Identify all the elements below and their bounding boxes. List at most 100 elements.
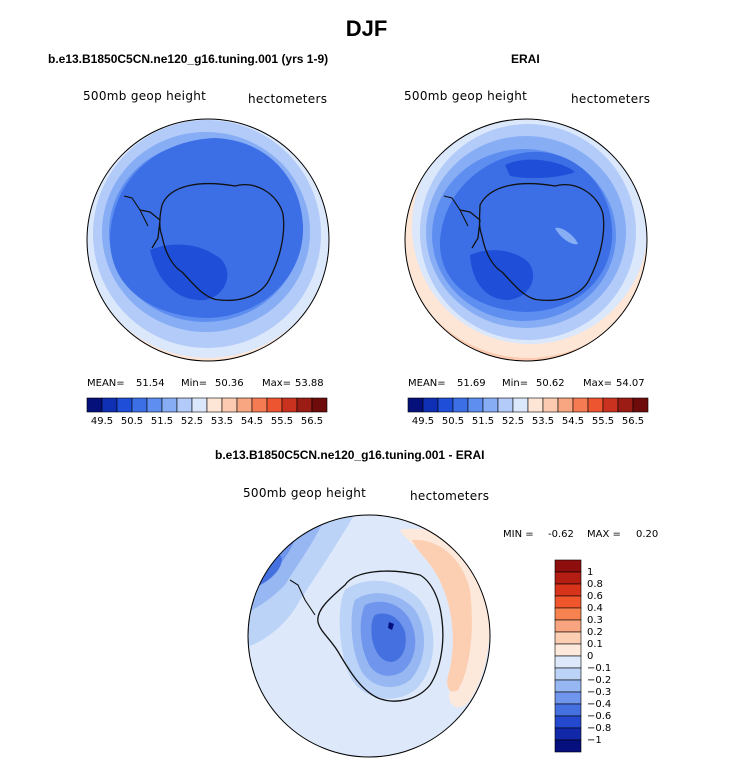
- model-max-label: Max=: [262, 378, 292, 389]
- obs-colorbar-swatch: [422, 397, 439, 413]
- obs-colorbar-swatch: [632, 397, 649, 413]
- diff-min-value: -0.62: [548, 529, 574, 540]
- model-colorbar-tick-label: 49.5: [91, 416, 113, 427]
- obs-min-value: 50.62: [536, 378, 565, 389]
- diff-band-min: [388, 622, 394, 630]
- diff-band-neg-03b: [351, 593, 425, 687]
- obs-colorbar: 49.5 50.5 51.5 52.5 53.5 54.5 55.5 56.5: [407, 397, 649, 427]
- diff-colorbar-tick-label: 1: [587, 567, 593, 578]
- diff-colorbar-swatch: [554, 679, 582, 693]
- diff-colorbar-tick-label: −0.4: [587, 699, 611, 710]
- model-colorbar-tick-label: 52.5: [181, 416, 203, 427]
- diff-colorbar-swatch: [554, 739, 582, 753]
- diff-band-neg-03: [248, 515, 330, 615]
- diff-colorbar-tick-label: −1: [587, 735, 602, 746]
- diff-colorbar-swatch: [554, 571, 582, 585]
- obs-mean-label: MEAN=: [408, 378, 446, 389]
- diff-band-neg-04b: [360, 601, 416, 676]
- diff-colorbar-tick-label: −0.1: [587, 663, 611, 674]
- diff-panel-title: b.e13.B1850C5CN.ne120_g16.tuning.001 - E…: [215, 448, 485, 462]
- model-colorbar-tick-label: 51.5: [151, 416, 173, 427]
- diff-band-neg-02b: [339, 580, 434, 699]
- model-map-border: [86, 118, 330, 362]
- diff-colorbar-swatch: [554, 727, 582, 741]
- diff-band-neg-06: [250, 547, 282, 590]
- obs-mean-value: 51.69: [457, 378, 486, 389]
- obs-max-label: Max=: [583, 378, 613, 389]
- obs-colorbar-swatch: [602, 397, 619, 413]
- obs-band-6: [470, 250, 534, 300]
- model-band-2: [93, 120, 321, 348]
- model-colorbar-swatch: [101, 397, 118, 413]
- obs-colorbar-swatch: [572, 397, 589, 413]
- diff-colorbar-tick-label: −0.3: [587, 687, 611, 698]
- model-colorbar: 49.5 50.5 51.5 52.5 53.5 54.5 55.5 56.5: [86, 397, 328, 427]
- model-band-outer: [87, 119, 329, 361]
- obs-panel-title: ERAI: [511, 52, 540, 66]
- diff-colorbar-swatch: [554, 583, 582, 597]
- obs-colorbar-tick-label: 54.5: [562, 416, 584, 427]
- diff-continent: [317, 570, 444, 702]
- diff-colorbar-swatch: [554, 619, 582, 633]
- obs-colorbar-swatch: [527, 397, 544, 413]
- diff-background: [248, 515, 490, 757]
- obs-colorbar-swatch: [542, 397, 559, 413]
- diff-colorbar-swatch: [554, 643, 582, 657]
- model-min-label: Min=: [181, 378, 208, 389]
- diff-colorbar-tick-label: 0.3: [587, 615, 603, 626]
- obs-colorbar-swatch: [482, 397, 499, 413]
- obs-band-7: [505, 159, 575, 179]
- obs-colorbar-tick-label: 52.5: [502, 416, 524, 427]
- obs-peninsula: [443, 195, 469, 227]
- diff-colorbar-tick-label: 0.4: [587, 603, 603, 614]
- diff-colorbar-tick-label: 0.1: [587, 639, 603, 650]
- obs-colorbar-swatch: [437, 397, 454, 413]
- model-colorbar-tick-label: 50.5: [121, 416, 143, 427]
- obs-band-4: [432, 149, 616, 321]
- obs-colorbar-swatch: [617, 397, 634, 413]
- diff-max-value: 0.20: [636, 529, 659, 540]
- obs-colorbar-tick-label: 50.5: [442, 416, 464, 427]
- diff-band-neg-06b: [371, 613, 406, 662]
- model-peninsula: [123, 195, 149, 227]
- model-colorbar-swatch: [266, 397, 283, 413]
- diff-colorbar-tick-label: −0.6: [587, 711, 611, 722]
- diff-colorbar-swatch: [554, 631, 582, 645]
- model-colorbar-tick-label: 53.5: [211, 416, 233, 427]
- obs-band-5: [439, 151, 613, 312]
- model-mean-value: 51.54: [136, 378, 165, 389]
- obs-max-value: 54.07: [616, 378, 645, 389]
- model-continent: [139, 183, 285, 302]
- model-colorbar-swatch: [161, 397, 178, 413]
- model-colorbar-swatch: [311, 397, 328, 413]
- model-band-4: [109, 142, 301, 322]
- model-band-6: [150, 244, 228, 301]
- obs-colorbar-swatch: [452, 397, 469, 413]
- obs-colorbar-swatch: [512, 397, 529, 413]
- diff-colorbar-swatch: [554, 691, 582, 705]
- model-colorbar-swatch: [296, 397, 313, 413]
- model-mean-label: MEAN=: [87, 378, 125, 389]
- diff-colorbar-tick-label: −0.2: [587, 675, 611, 686]
- obs-colorbar-swatch: [557, 397, 574, 413]
- obs-band-outer: [405, 119, 647, 361]
- diff-variable-label: 500mb geop height: [243, 486, 367, 500]
- obs-band-0: [405, 119, 647, 358]
- obs-band-2: [420, 124, 636, 340]
- model-band-3: [102, 132, 310, 332]
- model-colorbar-swatch: [176, 397, 193, 413]
- diff-colorbar-tick-label: 0.2: [587, 627, 603, 638]
- model-colorbar-tick-label: 55.5: [271, 416, 293, 427]
- model-colorbar-swatch: [86, 397, 103, 413]
- model-colorbar-swatch: [116, 397, 133, 413]
- model-colorbar-swatch: [281, 397, 298, 413]
- model-band-1: [87, 119, 329, 358]
- obs-band-1: [412, 119, 647, 344]
- model-colorbar-swatch: [146, 397, 163, 413]
- obs-colorbar-swatch: [497, 397, 514, 413]
- model-colorbar-swatch: [236, 397, 253, 413]
- model-min-value: 50.36: [215, 378, 244, 389]
- diff-colorbar-tick-label: 0.8: [587, 579, 603, 590]
- model-colorbar-swatch: [131, 397, 148, 413]
- obs-units-label: hectometers: [571, 92, 651, 106]
